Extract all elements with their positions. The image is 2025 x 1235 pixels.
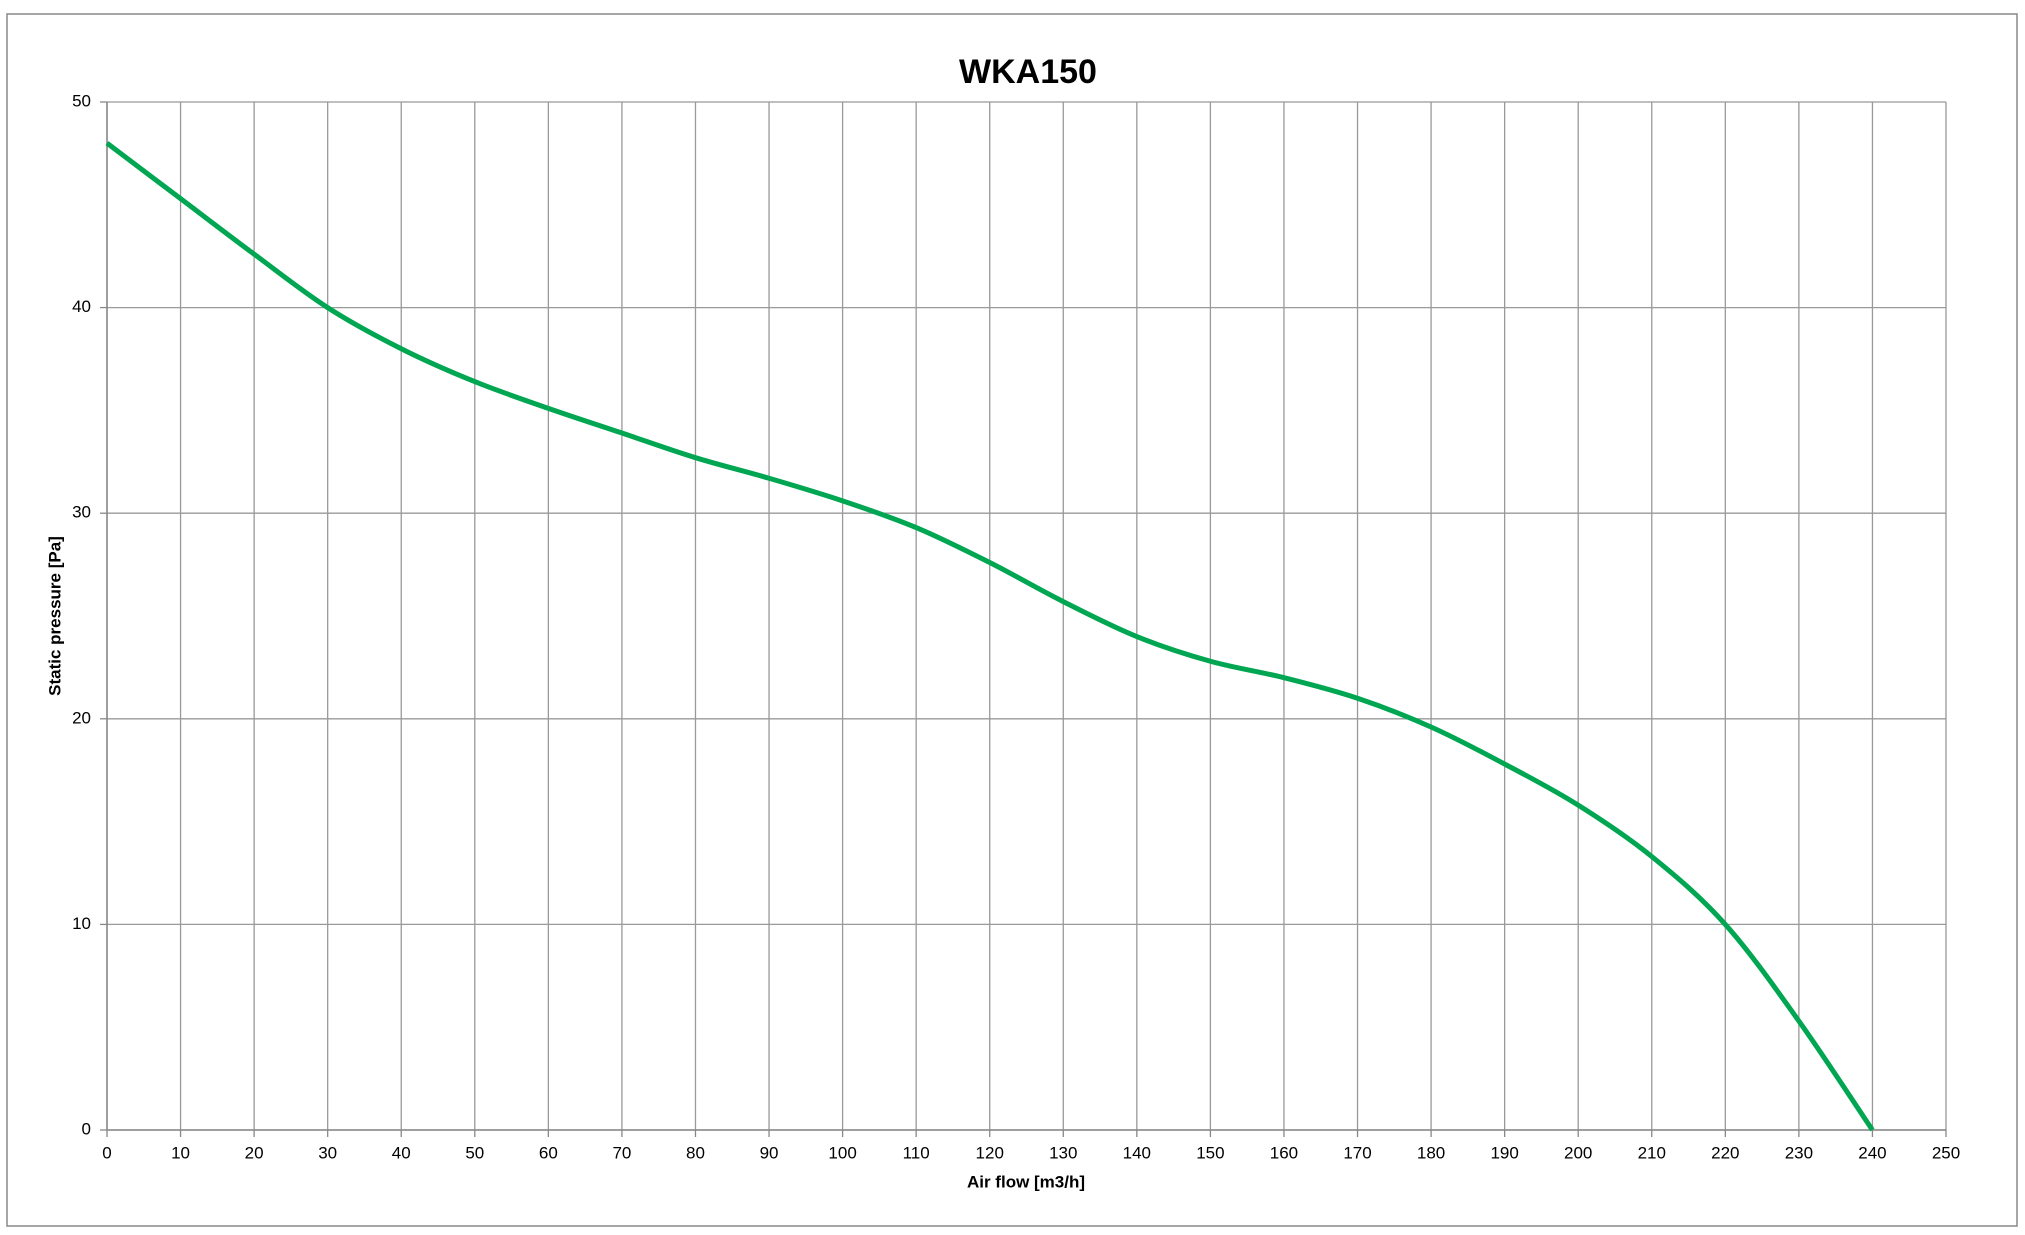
x-tick-label: 250 [1932,1143,1960,1162]
x-tick-label: 80 [686,1143,705,1162]
grid: 0 10 20 30 40 50 0 10 20 30 40 50 60 70 80 90 100 110 120 1… [72,91,1960,1162]
y-tick-label: 40 [72,297,91,316]
line-series [105,141,1875,1132]
y-tick-label: 0 [82,1119,91,1138]
chart-border [6,13,2018,1227]
x-tick-label: 10 [171,1143,190,1162]
y-axis-label: Static pressure [Pa] [45,536,64,696]
chart-title: WKA150 [959,53,1097,91]
y-tick-label: 10 [72,914,91,933]
x-tick-label: 240 [1858,1143,1886,1162]
x-tick-label: 60 [539,1143,558,1162]
x-tick-label: 210 [1638,1143,1666,1162]
x-tick-label: 170 [1343,1143,1371,1162]
x-axis-label: Air flow [m3/h] [967,1172,1085,1191]
x-tick-label: 110 [903,1143,930,1162]
y-tick-label: 30 [72,503,91,522]
x-tick-label: 50 [465,1143,484,1162]
x-tick-label: 70 [612,1143,631,1162]
x-tick-label: 0 [102,1143,111,1162]
x-tick-label: 220 [1711,1143,1739,1162]
plot [105,141,1875,1132]
x-tick-label: 30 [318,1143,337,1162]
x-tick-label: 40 [392,1143,411,1162]
x-tick-label: 230 [1785,1143,1813,1162]
x-tick-label: 190 [1490,1143,1518,1162]
x-tick-label: 140 [1123,1143,1151,1162]
x-tick-label: 150 [1196,1143,1224,1162]
x-tick-label: 100 [828,1143,856,1162]
x-tick-label: 200 [1564,1143,1592,1162]
x-tick-label: 120 [976,1143,1004,1162]
x-tick-label: 90 [760,1143,779,1162]
x-tick-label: 130 [1049,1143,1077,1162]
x-tick-label: 180 [1417,1143,1445,1162]
x-tick-label: 20 [245,1143,264,1162]
y-tick-label: 20 [72,708,91,727]
y-tick-label: 50 [72,91,91,110]
x-tick-label: 160 [1270,1143,1298,1162]
